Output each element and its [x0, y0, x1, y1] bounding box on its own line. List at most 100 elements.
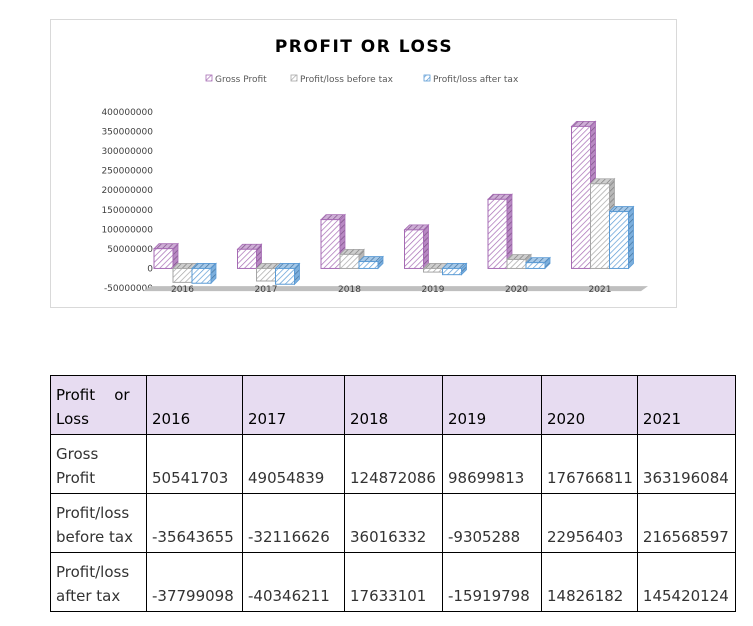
y-tick-label: 100000000	[101, 225, 153, 235]
bar-front-face	[571, 125, 591, 269]
bar-front-face	[404, 229, 424, 269]
table-cell: 176766811	[541, 434, 638, 494]
bar-2019-0	[403, 223, 430, 270]
table-cell: 36016332	[344, 493, 443, 553]
y-tick-label: 0	[147, 264, 153, 274]
table-cell: 145420124	[636, 552, 736, 612]
table-cell: 216568597	[636, 493, 736, 553]
y-tick-label: 300000000	[101, 147, 153, 157]
x-tick-label: 2018	[338, 285, 361, 295]
header-year: 2018	[344, 375, 443, 435]
table-cell: -40346211	[242, 552, 345, 612]
bar-front-face	[506, 258, 527, 269]
table-cell: 124872086	[344, 434, 443, 494]
legend-swatch	[290, 74, 298, 82]
header-year: 2021	[636, 375, 736, 435]
y-tick-label: 150000000	[101, 206, 153, 216]
table-cell: 14826182	[541, 552, 638, 612]
legend-item: Profit/loss before tax	[290, 74, 394, 85]
row-label-line1: Gross	[56, 445, 99, 463]
row-label-line2: Profit	[56, 469, 96, 487]
table-cell: -32116626	[242, 493, 345, 553]
x-axis: 2016 2017 2018 2019 2020 2021	[171, 285, 611, 295]
bar-front-face	[237, 248, 257, 269]
row-label: Profit/loss after tax	[50, 552, 147, 612]
bar-2020-0	[487, 193, 513, 270]
bar-front-face	[358, 261, 379, 269]
chart-svg: PROFIT OR LOSS Gross Profit Profit/loss b…	[101, 37, 648, 295]
bar-2017-0	[236, 243, 263, 270]
bar-2019-2	[441, 262, 468, 276]
bar-2016-0	[153, 242, 179, 270]
table-header-row: Profit or Loss 2016 2017 2018 2019 2020 2…	[50, 375, 736, 435]
y-axis: 400000000 350000000 300000000 250000000 2000…	[101, 108, 153, 294]
legend-swatch	[205, 74, 213, 82]
table-cell: 50541703	[146, 434, 243, 494]
y-tick-label: 250000000	[101, 167, 153, 177]
y-tick-label: 200000000	[101, 186, 153, 196]
legend-item: Profit/loss after tax	[423, 74, 519, 85]
legend-item: Gross Profit	[205, 74, 267, 85]
x-tick-label: 2019	[422, 285, 445, 295]
table-cell: -35643655	[146, 493, 243, 553]
bar-2017-2	[274, 262, 301, 286]
bar-front-face	[320, 219, 341, 269]
bar-front-face	[153, 248, 174, 269]
row-label-line1: Profit/loss	[56, 504, 130, 522]
bar-front-face	[609, 211, 629, 269]
bar-front-face	[590, 183, 610, 269]
corner-label-line1: Profit or	[56, 386, 130, 404]
x-tick-label: 2016	[171, 285, 194, 295]
legend-swatch	[423, 74, 431, 82]
bar-2021-2	[608, 205, 635, 270]
bar-front-face	[487, 198, 508, 269]
header-year: 2016	[146, 375, 243, 435]
table-row: Gross Profit 50541703 49054839 124872086 …	[50, 434, 736, 494]
corner-label-line2: Loss	[56, 410, 89, 428]
bar-front-face	[191, 267, 212, 284]
x-tick-label: 2017	[255, 285, 278, 295]
table-cell: 98699813	[442, 434, 542, 494]
bar-side-face	[423, 223, 429, 270]
table-cell: -37799098	[146, 552, 243, 612]
table-cell: -9305288	[442, 493, 542, 553]
bar-2016-2	[191, 262, 217, 285]
table-row: Profit/loss after tax -37799098 -40346211…	[50, 552, 736, 612]
table-cell: 49054839	[242, 434, 345, 494]
table-cell: -15919798	[442, 552, 542, 612]
y-tick-label: 400000000	[101, 108, 153, 118]
chart-title: PROFIT OR LOSS	[275, 37, 453, 57]
chart-container: PROFIT OR LOSS Gross Profit Profit/loss b…	[50, 19, 677, 308]
table-corner-header: Profit or Loss	[50, 375, 147, 435]
y-tick-label: -50000000	[104, 284, 153, 294]
legend-label: Gross Profit	[215, 75, 267, 85]
row-label: Gross Profit	[50, 434, 147, 494]
header-year: 2020	[541, 375, 638, 435]
table-row: Profit/loss before tax -35643655 -3211662…	[50, 493, 736, 553]
bar-front-face	[525, 262, 546, 269]
row-label-line2: after tax	[56, 587, 121, 605]
bar-front-face	[339, 253, 360, 269]
x-tick-label: 2021	[589, 285, 612, 295]
bars-group	[153, 120, 635, 286]
legend-label: Profit/loss after tax	[433, 75, 519, 85]
table-cell: 17633101	[344, 552, 443, 612]
bar-side-face	[628, 205, 634, 270]
table-cell: 22956403	[541, 493, 638, 553]
chart-floor	[143, 286, 648, 292]
bar-front-face	[423, 267, 443, 273]
y-tick-label: 50000000	[107, 245, 153, 255]
bar-2020-2	[525, 256, 551, 270]
chart-legend: Gross Profit Profit/loss before tax Profit…	[205, 74, 519, 85]
bar-front-face	[275, 267, 295, 285]
header-year: 2017	[242, 375, 345, 435]
bar-front-face	[172, 267, 193, 283]
header-year: 2019	[442, 375, 542, 435]
bar-front-face	[256, 267, 276, 282]
row-label-line1: Profit/loss	[56, 563, 130, 581]
table-cell: 363196084	[636, 434, 736, 494]
x-tick-label: 2020	[505, 285, 528, 295]
bar-front-face	[442, 267, 462, 276]
y-tick-label: 350000000	[101, 128, 153, 138]
bar-2018-2	[358, 255, 384, 270]
